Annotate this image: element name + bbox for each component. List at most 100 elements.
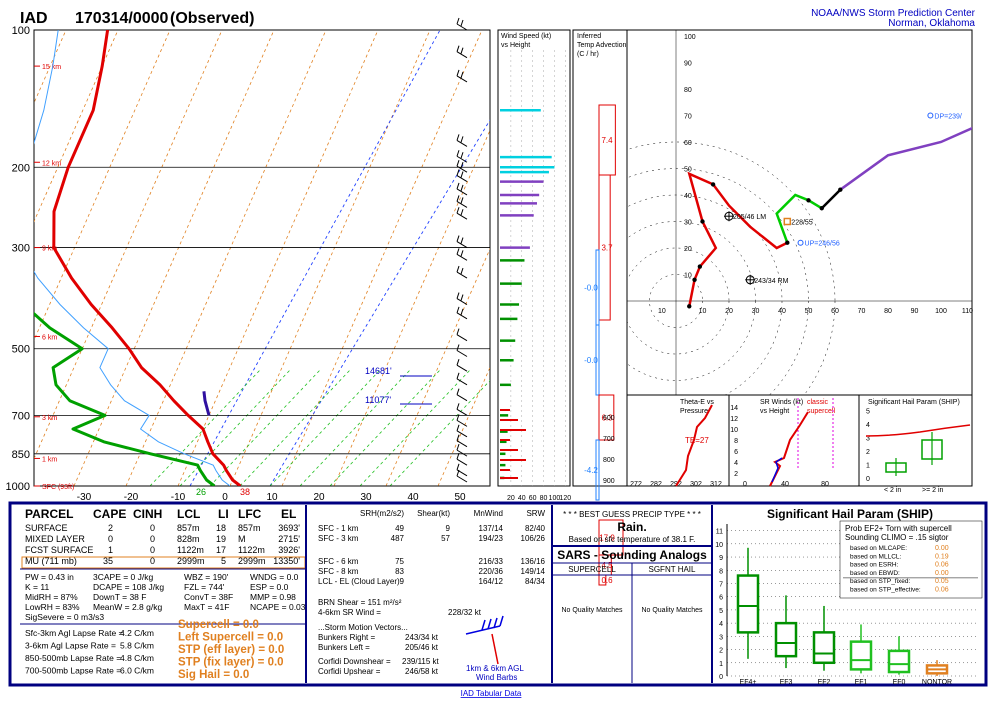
skewt-height-labels: 15 km 12 km 9 km 6 km 3 km 1 km SFC (93ft) <box>34 64 74 491</box>
kin-header-srw: SRW <box>526 509 545 518</box>
stp-ytick: 9 <box>719 555 723 562</box>
index-value: DCAPE = 108 J/kg <box>93 582 164 592</box>
stp-ytick: 0 <box>719 674 723 681</box>
hodograph-point <box>710 182 716 187</box>
wind-barb-flag <box>456 17 460 25</box>
temp-advection-frame <box>572 29 628 487</box>
wind-barb <box>456 165 468 173</box>
parcel-cell: 0 <box>150 556 155 566</box>
temp-tick: -10 <box>171 492 186 503</box>
barb-6km-flag2 <box>493 617 498 629</box>
parcel-header-lfc: LFC <box>238 507 262 521</box>
wind-barb-flag <box>460 162 464 169</box>
sr-winds-xtick: 0 <box>743 481 747 488</box>
corfidi-up-label: Corfidi Upshear = <box>318 667 381 676</box>
index-value: PW = 0.43 in <box>25 572 74 582</box>
stp-note-value: 0.19 <box>935 553 949 560</box>
stp-category: EF0 <box>893 679 906 686</box>
sr-winds-ytick: 10 <box>730 427 738 434</box>
tabular-data-link[interactable]: IAD Tabular Data <box>461 689 522 698</box>
index-value: MeanW = 2.8 g/kg <box>93 602 162 612</box>
temp-tick: 10 <box>266 492 278 503</box>
temp-tick: 30 <box>360 492 372 503</box>
wind-barb <box>456 212 468 220</box>
wind-barbs-column <box>456 17 468 483</box>
parcel-cell: MU (711 mb) <box>25 556 77 566</box>
wind-barb-flag <box>460 197 464 204</box>
wind-barb-flag <box>456 424 460 431</box>
wind-barb <box>456 394 468 402</box>
wind-barb-flag <box>456 235 460 242</box>
stp-ytick: 10 <box>715 542 723 549</box>
kin-label: SFC - 1 km <box>318 524 359 533</box>
wind-barb <box>456 378 468 386</box>
wind-speed-bars <box>500 109 555 480</box>
motion-title: ...Storm Motion Vectors... <box>318 623 408 632</box>
moist-adiabat-line <box>299 369 411 486</box>
ship-ytick: 2 <box>866 449 870 456</box>
sr-winds-ytick: 14 <box>730 405 738 412</box>
precip-note: Based on sfc temperature of 38.1 F. <box>569 535 696 544</box>
parcel-table: PARCEL CAPE CINH LCL LI LFC EL SURFACE 2 0… <box>20 507 306 681</box>
hodograph-ring <box>627 221 756 381</box>
moist-adiabat-line <box>239 369 351 486</box>
temp-advection-value: -0.0 <box>584 284 598 293</box>
stp-note-label: based on ESRH: <box>850 562 899 569</box>
temp-advection-bar <box>598 394 615 441</box>
sr-winds-ytick: 6 <box>734 449 738 456</box>
barbs-label-1: 1km & 6km AGL <box>466 664 524 673</box>
ship-title: Significant Hail Param (SHIP) <box>868 399 960 406</box>
moist-adiabat-line <box>389 379 490 486</box>
temp-tick: -30 <box>77 492 92 503</box>
composite-value: Left Supercell = 0.0 <box>178 632 283 644</box>
parcel-cell: 3693' <box>278 523 300 533</box>
hodograph-point <box>697 264 703 269</box>
wbz-height-label: 14681' <box>365 366 392 376</box>
hodograph-xtick: 100 <box>935 308 947 315</box>
parcel-cell: 2 <box>108 523 113 533</box>
stp-note-line1: Prob EF2+ Torn with supercell <box>845 524 952 533</box>
height-label: SFC (93ft) <box>42 484 74 491</box>
stp-ytick: 3 <box>719 634 723 641</box>
temp-advection-bars: 7.4 3.7 -0.0 -0.0 6.3 -4.2 17.9 4.5 0.6 <box>584 104 624 586</box>
parcel-header-cinh: CINH <box>133 507 162 521</box>
precip-type: * * * BEST GUESS PRECIP TYPE * * * Rain.… <box>563 510 701 544</box>
hodograph-point <box>687 304 692 309</box>
stp-notes-box <box>839 520 983 599</box>
wind-barb-flag <box>456 182 460 190</box>
wind-barb-flag <box>460 237 464 244</box>
ship-frame <box>858 394 973 487</box>
barbs-label-2: Wind Barbs <box>476 673 517 682</box>
ship-ytick: 1 <box>866 463 870 470</box>
kin-srh: 75 <box>395 557 404 566</box>
moist-adiabat-line <box>359 369 471 486</box>
precip-title: * * * BEST GUESS PRECIP TYPE * * * <box>563 510 701 519</box>
parcel-cell: 13350' <box>273 556 300 566</box>
wind-barb-flag <box>456 443 460 451</box>
kin-mnwind: 194/23 <box>479 534 504 543</box>
wind-barb-flag <box>456 434 460 441</box>
stp-ytick: 5 <box>719 608 723 615</box>
index-value: 3CAPE = 0 J/kg <box>93 572 154 582</box>
index-value: K = 11 <box>25 582 49 592</box>
sr-winds-title: SR Winds (kt) <box>760 399 803 406</box>
kin-srh: 83 <box>395 567 404 576</box>
parcel-cell: 857m <box>238 523 261 533</box>
theta-e-xtick: 312 <box>710 481 722 488</box>
moist-adiabat-line <box>209 369 321 486</box>
corfidi-down-label: Corfidi Downshear = <box>318 657 391 666</box>
stp-note-value: 0.00 <box>935 570 949 577</box>
stp-note-line2: Sounding CLIMO = .15 sigtor <box>845 533 949 542</box>
stp-ytick: 2 <box>719 648 723 655</box>
composite-value: STP (eff layer) = 0.0 <box>178 644 284 656</box>
org-name: NOAA/NWS Storm Prediction Center <box>811 8 976 19</box>
stp-ytick: 11 <box>716 529 723 536</box>
kinematics-table: SRH(m2/s2) Shear(kt) MnWind SRW SFC - 1 … <box>318 509 546 682</box>
wind-speed-tick: 100 <box>549 495 561 502</box>
composite-value: STP (fix layer) = 0.0 <box>178 657 284 669</box>
sr-wind-label: 4-6km SR Wind = <box>318 608 381 617</box>
barb-6km-flag1 <box>499 615 504 627</box>
skewt-pressure-lines: 100 200 300 500 700 850 1000 <box>6 25 490 493</box>
